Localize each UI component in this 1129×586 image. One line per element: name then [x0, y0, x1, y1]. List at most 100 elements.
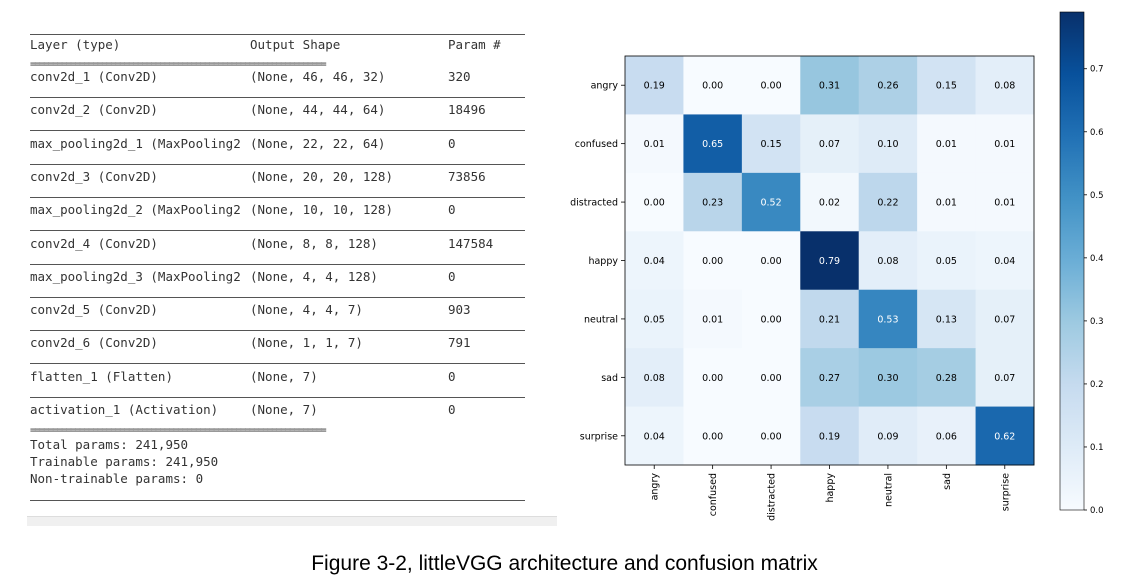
cell-value-label: 0.01 — [994, 198, 1015, 209]
layer-row-params: 0 — [448, 135, 456, 151]
heatmap-cell — [741, 406, 801, 466]
layer-row-params: 791 — [448, 335, 471, 351]
row-tick-labels: angry confused distracted happy neutral sad su… — [570, 81, 625, 442]
cell-value-label: 0.53 — [877, 314, 898, 325]
heatmap-cell — [917, 289, 977, 349]
heatmap-cell — [917, 56, 977, 115]
layer-row-layer: conv2d_5 (Conv2D) — [30, 302, 158, 318]
layer-row-params: 903 — [448, 302, 471, 318]
layer-row-shape: (None, 7) — [250, 402, 318, 417]
heatmap-cell — [800, 56, 860, 115]
heatmap-cell — [625, 56, 684, 115]
row-divider — [30, 97, 525, 98]
layer-row-layer: conv2d_3 (Conv2D) — [30, 168, 158, 184]
row-tick-label: confused — [575, 139, 618, 150]
layer-row-params: 0 — [448, 268, 456, 284]
heatmap-cell — [741, 56, 801, 115]
layer-row-params: 0 — [448, 402, 456, 417]
column-tick-label: sad — [942, 473, 953, 490]
layer-row-layer: max_pooling2d_3 (MaxPooling2 — [30, 268, 241, 284]
cell-value-label: 0.07 — [994, 314, 1015, 325]
heatmap-cell — [858, 406, 918, 466]
cell-value-label: 0.00 — [702, 256, 723, 267]
cell-value-label: 0.00 — [702, 81, 723, 92]
cell-value-label: 0.30 — [877, 373, 898, 384]
cell-value-label: 0.04 — [994, 256, 1015, 267]
cell-value-label: 0.00 — [644, 198, 665, 209]
layer-row-layer: conv2d_6 (Conv2D) — [30, 335, 158, 351]
colorbar — [1059, 11, 1085, 511]
layer-row-shape: (None, 46, 46, 32) — [250, 69, 386, 84]
heatmap-cell — [975, 56, 1035, 115]
layer-row-shape: (None, 7) — [250, 368, 318, 384]
header-layer: Layer (type) — [30, 37, 121, 52]
cell-value-label: 0.10 — [877, 139, 898, 150]
layer-row-params: 320 — [448, 69, 471, 84]
heatmap-cell — [625, 231, 684, 291]
cell-value-label: 0.19 — [819, 431, 840, 442]
row-tick-label: sad — [601, 373, 618, 384]
figure-caption: Figure 3-2, littleVGG architecture and c… — [311, 552, 818, 575]
layer-row-params: 0 — [448, 368, 456, 384]
cell-value-label: 0.21 — [819, 314, 840, 325]
cell-value-label: 0.01 — [936, 198, 957, 209]
colorbar-ticks: 0.0 0.1 0.2 0.3 0.4 0.5 0.6 0.7 — [1084, 65, 1104, 516]
heatmap-cell — [800, 406, 860, 466]
cell-value-label: 0.08 — [644, 373, 665, 384]
heatmap-cell — [858, 348, 918, 408]
header-params: Param # — [448, 37, 501, 52]
separator-top: ========================================… — [30, 59, 327, 70]
column-tick-label: angry — [650, 473, 661, 501]
heatmap-cell-labels: 0.19 0.00 0.00 0.31 0.26 0.15 0.08 0.01 0.65 0.15… — [644, 81, 1016, 443]
heatmap-cell — [917, 406, 977, 466]
cell-value-label: 0.22 — [877, 198, 898, 209]
heatmap-cell — [741, 172, 801, 232]
heatmap-cell — [741, 348, 801, 408]
heatmap-cell — [975, 406, 1035, 466]
cell-value-label: 0.13 — [936, 314, 957, 325]
heatmap-cell — [741, 289, 801, 349]
column-tick-label: confused — [708, 473, 719, 516]
heatmap-cell — [683, 289, 743, 349]
cell-value-label: 0.04 — [644, 431, 665, 442]
heatmap-cell — [975, 114, 1035, 174]
heatmap-cell — [858, 289, 918, 349]
row-divider — [30, 330, 525, 332]
heatmap-cells — [625, 56, 1035, 466]
colorbar-tick-label: 0.7 — [1090, 65, 1104, 75]
heatmap-cell — [741, 231, 801, 291]
row-tick-label: distracted — [570, 198, 618, 209]
cell-value-label: 0.01 — [994, 139, 1015, 150]
heatmap-cell — [800, 172, 860, 232]
cell-value-label: 0.05 — [936, 256, 957, 267]
cell-value-label: 0.28 — [936, 373, 957, 384]
cell-value-label: 0.00 — [760, 81, 781, 92]
totals-line: Total params: 241,950 — [30, 437, 189, 452]
row-divider — [30, 296, 525, 298]
heatmap-cell — [625, 172, 684, 232]
layer-row-params: 73856 — [448, 168, 486, 184]
layer-row-shape: (None, 22, 22, 64) — [250, 135, 386, 151]
heatmap-cell — [917, 172, 977, 232]
cell-value-label: 0.15 — [936, 81, 957, 92]
layer-row-layer: max_pooling2d_2 (MaxPooling2 — [30, 202, 241, 218]
colorbar-tick-label: 0.0 — [1090, 506, 1104, 516]
colorbar-tick-label: 0.6 — [1090, 128, 1104, 138]
cell-value-label: 0.00 — [702, 373, 723, 384]
cell-value-label: 0.04 — [644, 256, 665, 267]
row-tick-label: surprise — [580, 431, 618, 442]
heatmap-cell — [975, 289, 1035, 349]
layer-row-layer: conv2d_2 (Conv2D) — [30, 102, 158, 118]
totals-line: Trainable params: 241,950 — [30, 454, 219, 469]
colorbar-tick-label: 0.2 — [1090, 380, 1104, 390]
cell-value-label: 0.07 — [994, 373, 1015, 384]
separator-bottom: ========================================… — [30, 425, 327, 436]
cell-value-label: 0.65 — [702, 139, 723, 150]
layer-row-layer: max_pooling2d_1 (MaxPooling2 — [30, 135, 241, 151]
heatmap-cell — [625, 406, 684, 466]
cell-value-label: 0.62 — [994, 431, 1015, 442]
row-divider — [30, 263, 525, 265]
horizontal-scrollbar[interactable] — [27, 516, 557, 526]
bottom-rule — [30, 500, 525, 501]
cell-value-label: 0.05 — [644, 314, 665, 325]
